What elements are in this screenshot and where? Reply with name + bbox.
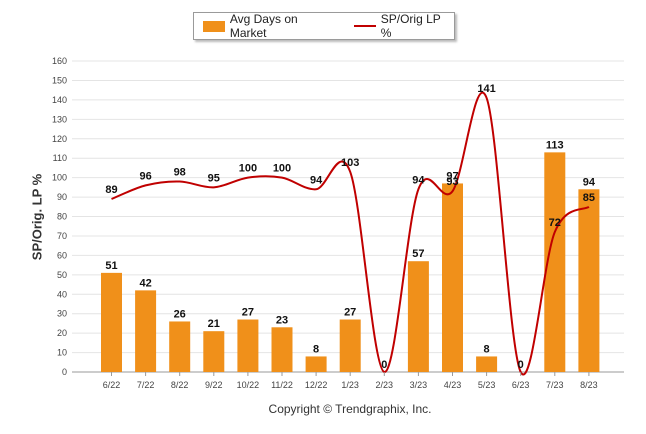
x-tick-label: 5/23 <box>478 380 496 390</box>
line-swatch-icon <box>353 25 376 27</box>
x-tick-label: 10/22 <box>237 380 260 390</box>
bar-value-label: 27 <box>242 307 254 319</box>
bar-value-label: 21 <box>208 318 220 330</box>
x-tick-label: 11/22 <box>271 380 293 390</box>
line-value-label: 89 <box>105 184 117 196</box>
bar-value-label: 57 <box>412 248 424 260</box>
bar-value-label: 27 <box>344 307 356 319</box>
line-value-label: 103 <box>341 157 359 169</box>
y-tick-label: 120 <box>52 134 67 144</box>
y-tick-label: 160 <box>52 56 67 66</box>
line-value-label: 85 <box>583 192 595 204</box>
bar[interactable] <box>305 356 327 372</box>
y-tick-label: 0 <box>62 367 67 377</box>
y-tick-label: 100 <box>52 173 67 183</box>
bar-value-label: 0 <box>381 359 387 371</box>
legend-line-label: SP/Orig LP % <box>380 12 441 40</box>
bar[interactable] <box>135 290 157 372</box>
line-value-label: 96 <box>139 170 151 182</box>
y-axis-ticks: 0 10 20 30 40 50 60 70 80 90 100 110 120 130 140 150 160 <box>52 56 67 377</box>
bar[interactable] <box>407 261 429 372</box>
line-value-label: 98 <box>174 167 186 179</box>
bar-value-label: 42 <box>139 277 151 289</box>
bar[interactable] <box>578 189 600 372</box>
bar-value-label: 8 <box>313 343 319 355</box>
bar[interactable] <box>169 321 191 372</box>
legend-item-line[interactable]: SP/Orig LP % <box>346 12 454 40</box>
bar[interactable] <box>476 356 498 372</box>
line-value-label: 94 <box>310 174 323 186</box>
bar[interactable] <box>237 319 259 372</box>
bar[interactable] <box>339 319 361 372</box>
x-tick-label: 3/23 <box>410 380 428 390</box>
y-tick-label: 110 <box>53 153 67 163</box>
bar[interactable] <box>442 183 463 372</box>
bar[interactable] <box>203 331 225 372</box>
x-tick-label: 6/22 <box>103 380 121 390</box>
bar[interactable] <box>271 327 293 372</box>
legend-bar-label: Avg Days on Market <box>229 12 298 40</box>
line-value-label: 141 <box>477 83 495 95</box>
y-tick-label: 130 <box>52 114 67 124</box>
x-tick-label: 7/22 <box>137 380 155 390</box>
y-tick-label: 60 <box>57 250 67 260</box>
line-value-label: 100 <box>239 163 257 175</box>
x-axis-ticks: 6/22 7/22 8/22 9/22 10/22 11/22 12/22 1/23 2/23 3… <box>103 372 598 390</box>
y-tick-label: 50 <box>57 270 67 280</box>
x-tick-label: 6/23 <box>512 380 530 390</box>
line-value-label: 72 <box>549 217 561 229</box>
line-value-label: 93 <box>446 176 458 188</box>
x-tick-label: 8/23 <box>580 380 598 390</box>
x-tick-label: 7/23 <box>546 380 564 390</box>
bar-value-label: 8 <box>484 343 490 355</box>
line-value-label: 100 <box>273 163 291 175</box>
legend-item-bar[interactable]: Avg Days on Market <box>203 12 337 40</box>
y-axis-label: SP/Orig. LP % <box>29 173 45 261</box>
y-tick-label: 30 <box>57 309 67 319</box>
x-tick-label: 9/22 <box>205 380 223 390</box>
data-labels: 51 42 26 21 27 23 8 27 0 57 97 8 0 113 94 89 96 98 95 100 10… <box>105 83 596 371</box>
x-tick-label: 1/23 <box>341 380 359 390</box>
y-tick-label: 90 <box>57 192 67 202</box>
y-tick-label: 150 <box>52 75 67 85</box>
bar-value-label: 51 <box>105 260 117 272</box>
bar-series <box>101 152 600 372</box>
bar[interactable] <box>101 272 122 372</box>
x-tick-label: 2/23 <box>376 380 394 390</box>
y-tick-label: 10 <box>57 348 67 358</box>
legend: Avg Days on Market SP/Orig LP % <box>193 12 455 40</box>
bar-value-label: 113 <box>546 139 564 151</box>
y-tick-label: 20 <box>57 328 67 338</box>
x-tick-label: 4/23 <box>444 380 462 390</box>
y-tick-label: 70 <box>57 231 67 241</box>
bar-value-label: 97 <box>446 170 458 182</box>
x-tick-label: 8/22 <box>171 380 189 390</box>
y-tick-label: 80 <box>57 212 67 222</box>
y-tick-label: 140 <box>52 95 67 105</box>
x-tick-label: 12/22 <box>305 380 328 390</box>
line-value-label: 95 <box>208 172 220 184</box>
line-value-label: 94 <box>412 174 425 186</box>
bar-value-label: 26 <box>174 308 186 320</box>
copyright: Copyright © Trendgraphix, Inc. <box>268 402 432 416</box>
bar-value-label: 94 <box>583 176 596 188</box>
bar[interactable] <box>544 152 566 372</box>
y-tick-label: 40 <box>57 289 67 299</box>
bar-swatch-icon <box>203 20 225 32</box>
bar-value-label: 0 <box>518 359 524 371</box>
bar-value-label: 23 <box>276 314 288 326</box>
